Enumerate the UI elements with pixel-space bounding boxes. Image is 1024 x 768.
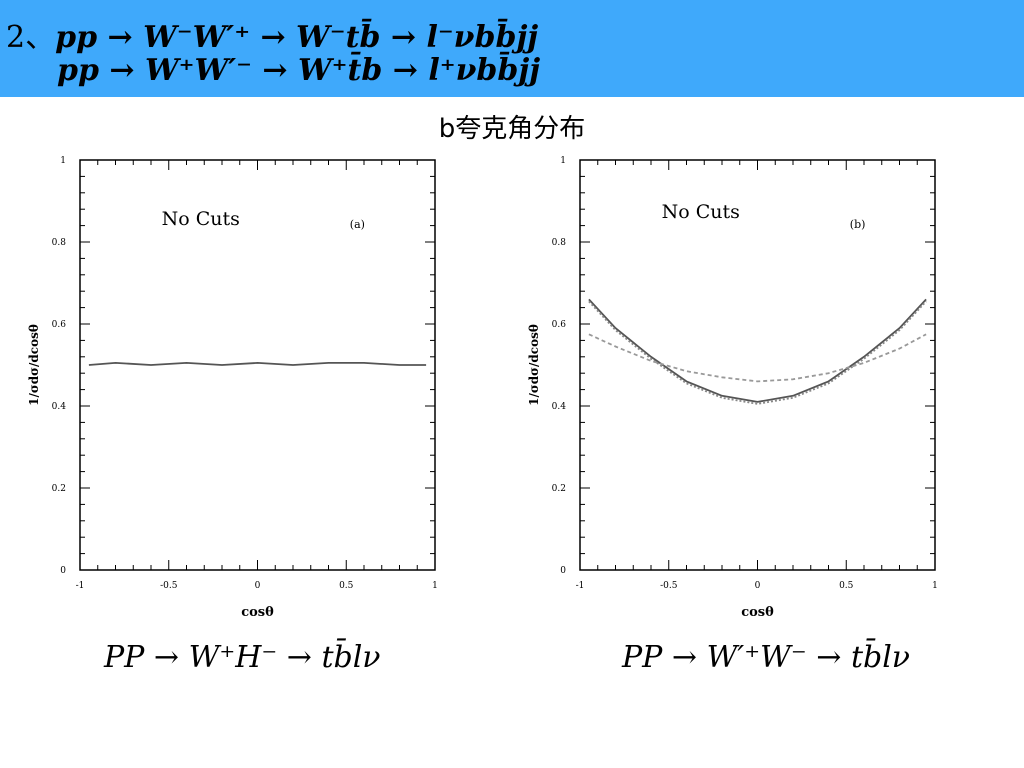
y-tick-label: 0.6 [52, 320, 67, 330]
x-tick-label: 0.5 [339, 581, 354, 591]
panel-tag: (b) [850, 218, 866, 231]
y-tick-label: 0.2 [552, 484, 566, 494]
y-tick-label: 0.4 [552, 402, 567, 412]
y-tick-label: 0.4 [52, 402, 67, 412]
panel-tag: (a) [350, 218, 365, 231]
x-tick-label: 1 [932, 581, 938, 591]
y-tick-label: 0.8 [52, 238, 67, 248]
y-tick-label: 0 [560, 566, 566, 576]
equation-number: 2、 [6, 20, 56, 55]
y-tick-label: 0 [60, 566, 66, 576]
x-tick-label: 0 [255, 581, 261, 591]
x-tick-label: 0 [755, 581, 761, 591]
equation-line-1: pp → W⁻W′⁺ → W⁻tb̄ → l⁻νbb̄jj [55, 20, 539, 55]
series-line-2 [588, 300, 927, 405]
y-tick-label: 0.2 [52, 484, 66, 494]
y-axis-label: 1/σdσ/dcosθ [27, 324, 41, 406]
x-tick-label: -0.5 [160, 581, 178, 591]
x-tick-label: -0.5 [660, 581, 678, 591]
chart-panel-b: -1 -0.5 0 0.5 1 0 0.2 0.4 0.6 0.8 1 cosθ 1/σdσ/dcosθ… [527, 156, 938, 620]
y-tick-label: 1 [560, 156, 566, 166]
x-tick-label: -1 [576, 581, 585, 591]
annotation-label: No Cuts [662, 201, 740, 223]
plot-frame [79, 159, 436, 571]
series-line-1 [88, 361, 427, 366]
x-tick-label: -1 [76, 581, 85, 591]
x-axis-label: cosθ [741, 605, 774, 620]
y-axis-label: 1/σdσ/dcosθ [527, 324, 541, 406]
plot-frame [579, 159, 936, 571]
caption-a: PP → W⁺H⁻ → tb̄lν [104, 640, 381, 675]
x-axis-label: cosθ [241, 605, 274, 620]
process-equation-1: 2、pp → W⁻W′⁺ → W⁻tb̄ → l⁻νbb̄jj [6, 12, 538, 56]
y-tick-label: 0.6 [552, 320, 567, 330]
section-subtitle: b夸克角分布 [438, 114, 586, 144]
x-tick-label: 0.5 [839, 581, 854, 591]
x-tick-label: 1 [432, 581, 438, 591]
y-tick-label: 0.8 [552, 238, 567, 248]
chart-panel-a: -1 -0.5 0 0.5 1 0 0.2 0.4 0.6 0.8 1 cosθ 1/σdσ/dcosθ… [27, 156, 438, 620]
title-banner [0, 0, 1024, 97]
series-line-3 [588, 333, 927, 383]
annotation-label: No Cuts [162, 208, 240, 230]
y-tick-label: 1 [60, 156, 66, 166]
series-line-1 [588, 298, 927, 403]
caption-b: PP → W′⁺W⁻ → tb̄lν [622, 640, 911, 675]
process-equation-2: pp → W⁺W′⁻ → W⁺t̄b → l⁺νbb̄jj [57, 53, 541, 88]
